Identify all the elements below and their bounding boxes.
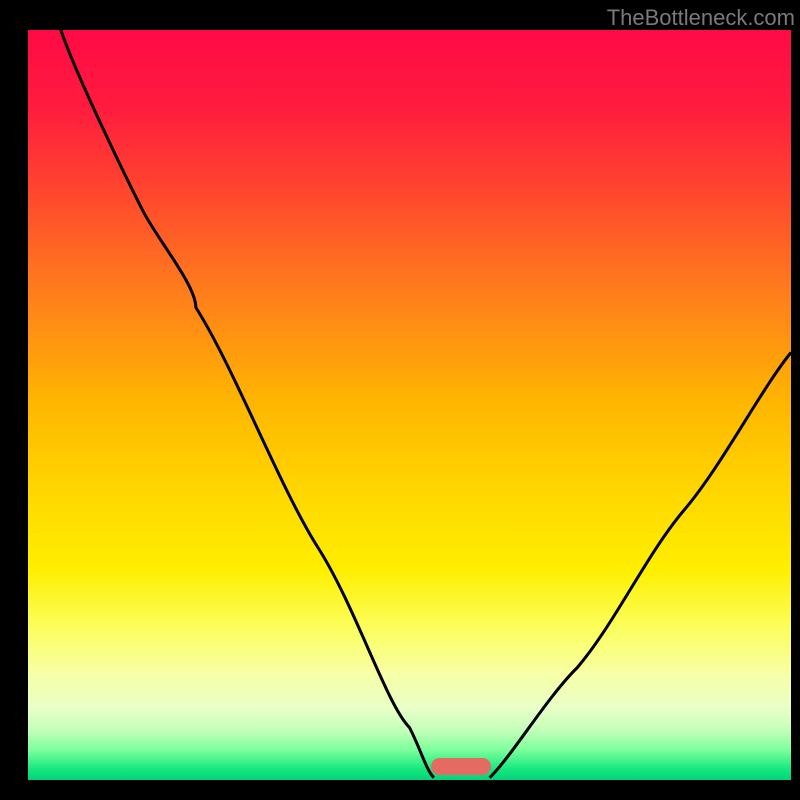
chart-root: TheBottleneck.com [0,0,800,800]
optimal-range-marker [431,758,491,775]
watermark-text: TheBottleneck.com [607,5,795,31]
curve-left-branch [61,30,434,778]
curve-right-branch [490,353,791,778]
bottleneck-curve [28,30,791,780]
plot-area [28,30,791,780]
